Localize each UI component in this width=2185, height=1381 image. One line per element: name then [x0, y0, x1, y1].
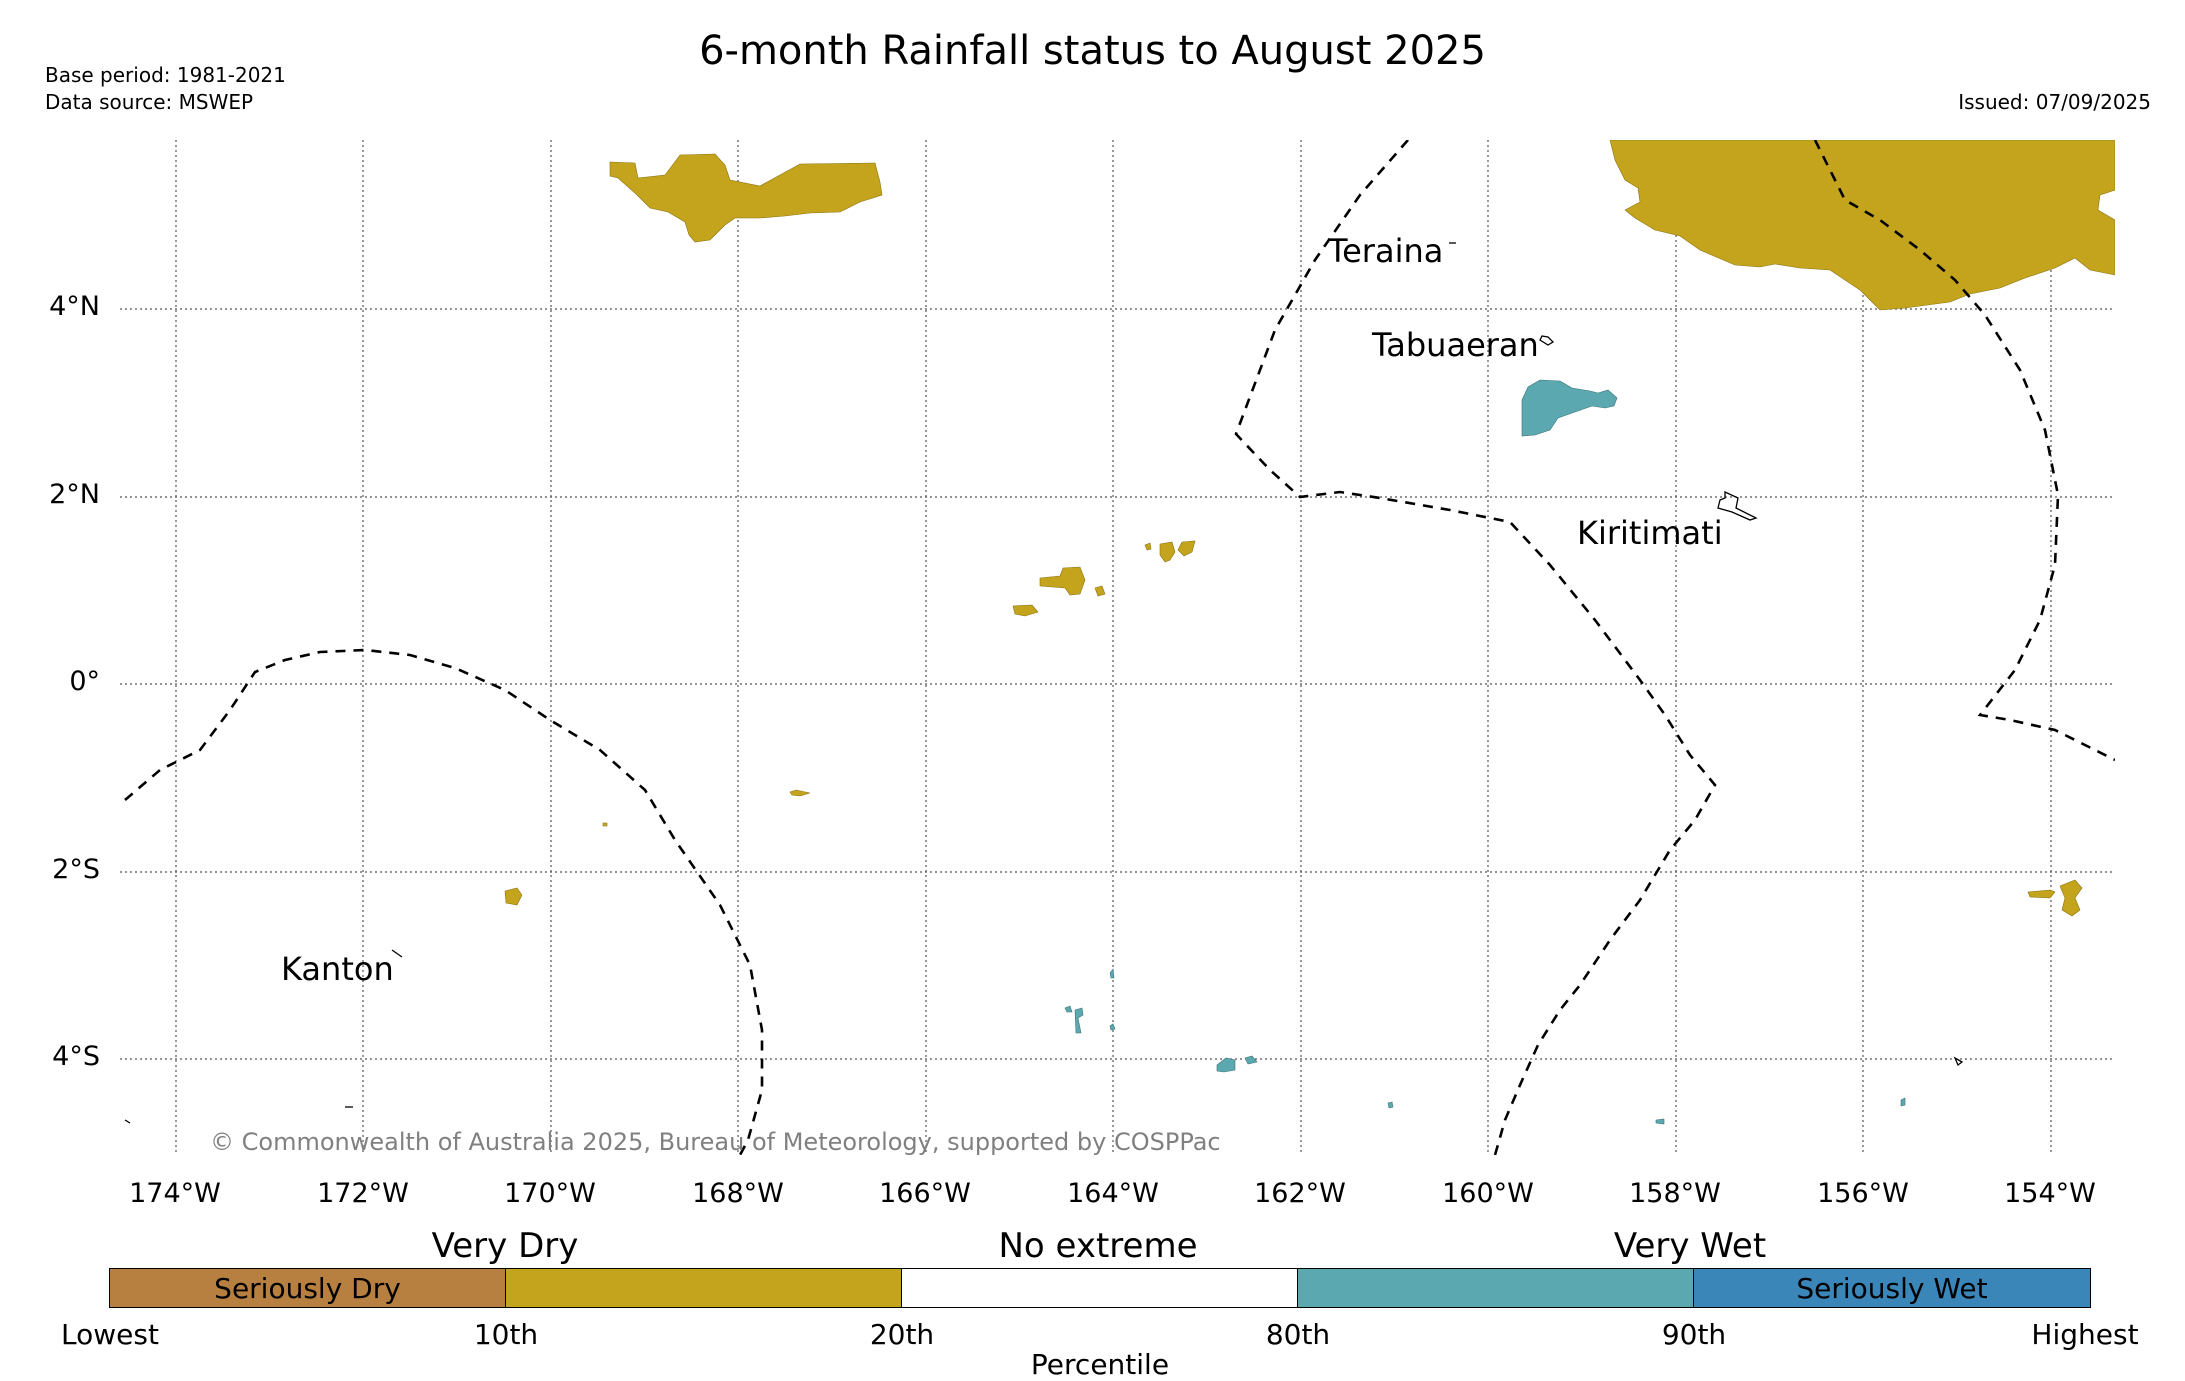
colorbar-label-seriously-dry: Seriously Dry — [214, 1272, 401, 1305]
percentile-label-10th: 10th — [473, 1318, 539, 1351]
dry-region-164w-b — [1012, 604, 1039, 617]
legend-category-very-wet: Very Wet — [1613, 1226, 1767, 1266]
eez-boundary-east — [1813, 139, 2116, 762]
place-label-kanton: Kanton — [281, 950, 394, 988]
lon-label-164w: 164°W — [1067, 1178, 1159, 1209]
colorbar-segment-very-wet — [1297, 1268, 1694, 1308]
lat-label-4s: 4°S — [52, 1041, 100, 1072]
lat-label-2s: 2°S — [52, 854, 100, 885]
place-label-kiritimati: Kiritimati — [1577, 514, 1723, 552]
issued-date-text: Issued: 07/09/2025 — [1958, 90, 2151, 114]
wet-region-tabuaeran — [1521, 379, 1618, 437]
eez-boundary-phoenix — [124, 648, 764, 1156]
island-mark-175w — [124, 1119, 131, 1124]
dry-region-154w-b — [2059, 879, 2083, 917]
very-dry-regions — [504, 139, 2116, 917]
map-title: 6-month Rainfall status to August 2025 — [699, 28, 1486, 74]
island-mark-155w — [1953, 1056, 1964, 1067]
lon-label-166w: 166°W — [879, 1178, 971, 1209]
wet-region-158w — [1655, 1118, 1665, 1125]
place-label-tabuaeran: Tabuaeran — [1372, 326, 1539, 364]
lat-label-4n: 4°N — [49, 291, 100, 322]
lon-label-156w: 156°W — [1817, 1178, 1909, 1209]
legend-category-very-dry: Very Dry — [431, 1226, 579, 1266]
dry-region-170w-dot — [602, 822, 608, 827]
copyright-notice: © Commonwealth of Australia 2025, Bureau… — [210, 1128, 1221, 1156]
island-outlines — [124, 242, 1964, 1124]
lon-label-172w: 172°W — [317, 1178, 409, 1209]
colorbar-segment-seriously-dry: Seriously Dry — [109, 1268, 506, 1308]
colorbar-segment-seriously-wet: Seriously Wet — [1693, 1268, 2091, 1308]
percentile-axis-label: Percentile — [1030, 1348, 1170, 1381]
wet-region-161w — [1387, 1101, 1394, 1109]
eez-boundary-kiribati-line — [1234, 139, 1717, 1156]
lon-label-154w: 154°W — [2004, 1178, 2096, 1209]
percentile-label-20th: 20th — [869, 1318, 935, 1351]
tabuaeran-island-outline — [1539, 335, 1555, 346]
dry-region-154w-a — [2027, 889, 2056, 899]
wet-region-164w-b — [1064, 1005, 1073, 1013]
dry-region-171w — [504, 887, 523, 906]
gridlines — [120, 140, 2115, 1155]
percentile-label-highest: Highest — [2031, 1318, 2139, 1351]
dry-region-163w-b — [1177, 540, 1196, 557]
colorbar-label-seriously-wet: Seriously Wet — [1796, 1272, 1988, 1305]
wet-region-155w — [1900, 1097, 1906, 1107]
kiritimati-island-outline — [1717, 490, 1758, 521]
wet-region-164w-c — [1109, 968, 1115, 979]
colorbar-segment-very-dry — [505, 1268, 902, 1308]
wet-region-164w-d — [1109, 1023, 1116, 1031]
dry-region-164w-a — [1039, 566, 1086, 596]
legend-category-no-extreme: No extreme — [998, 1226, 1198, 1266]
lat-label-2n: 2°N — [49, 479, 100, 510]
lon-label-158w: 158°W — [1629, 1178, 1721, 1209]
base-period-text: Base period: 1981-2021 — [45, 63, 286, 87]
wet-region-163w-b — [1244, 1055, 1258, 1065]
lon-label-160w: 160°W — [1442, 1178, 1534, 1209]
percentile-label-90th: 90th — [1661, 1318, 1727, 1351]
percentile-label-80th: 80th — [1265, 1318, 1331, 1351]
dry-region-163w-a — [1159, 541, 1176, 563]
place-label-teraina: Teraina — [1328, 232, 1444, 270]
dry-region-163w-c — [1144, 542, 1152, 551]
wet-region-163w — [1216, 1057, 1236, 1073]
wet-region-164w-a — [1074, 1007, 1084, 1034]
map-canvas — [120, 139, 2116, 1156]
dry-region-164w-c — [1094, 585, 1106, 597]
lon-label-168w: 168°W — [692, 1178, 784, 1209]
very-wet-regions — [1064, 379, 1906, 1125]
lon-label-162w: 162°W — [1254, 1178, 1346, 1209]
lat-label-0: 0° — [69, 666, 100, 697]
dry-region-north-170w — [609, 153, 883, 243]
data-source-text: Data source: MSWEP — [45, 90, 254, 114]
rainfall-map — [120, 139, 2116, 1156]
colorbar-segment-no-extreme — [901, 1268, 1298, 1308]
eez-boundaries — [124, 139, 2116, 1156]
percentile-label-lowest: Lowest — [61, 1318, 159, 1351]
lon-label-170w: 170°W — [504, 1178, 596, 1209]
dry-region-167w — [789, 789, 811, 797]
kanton-island-mark — [391, 949, 403, 958]
dry-region-north-155w — [1609, 139, 2116, 311]
lon-label-174w: 174°W — [129, 1178, 221, 1209]
